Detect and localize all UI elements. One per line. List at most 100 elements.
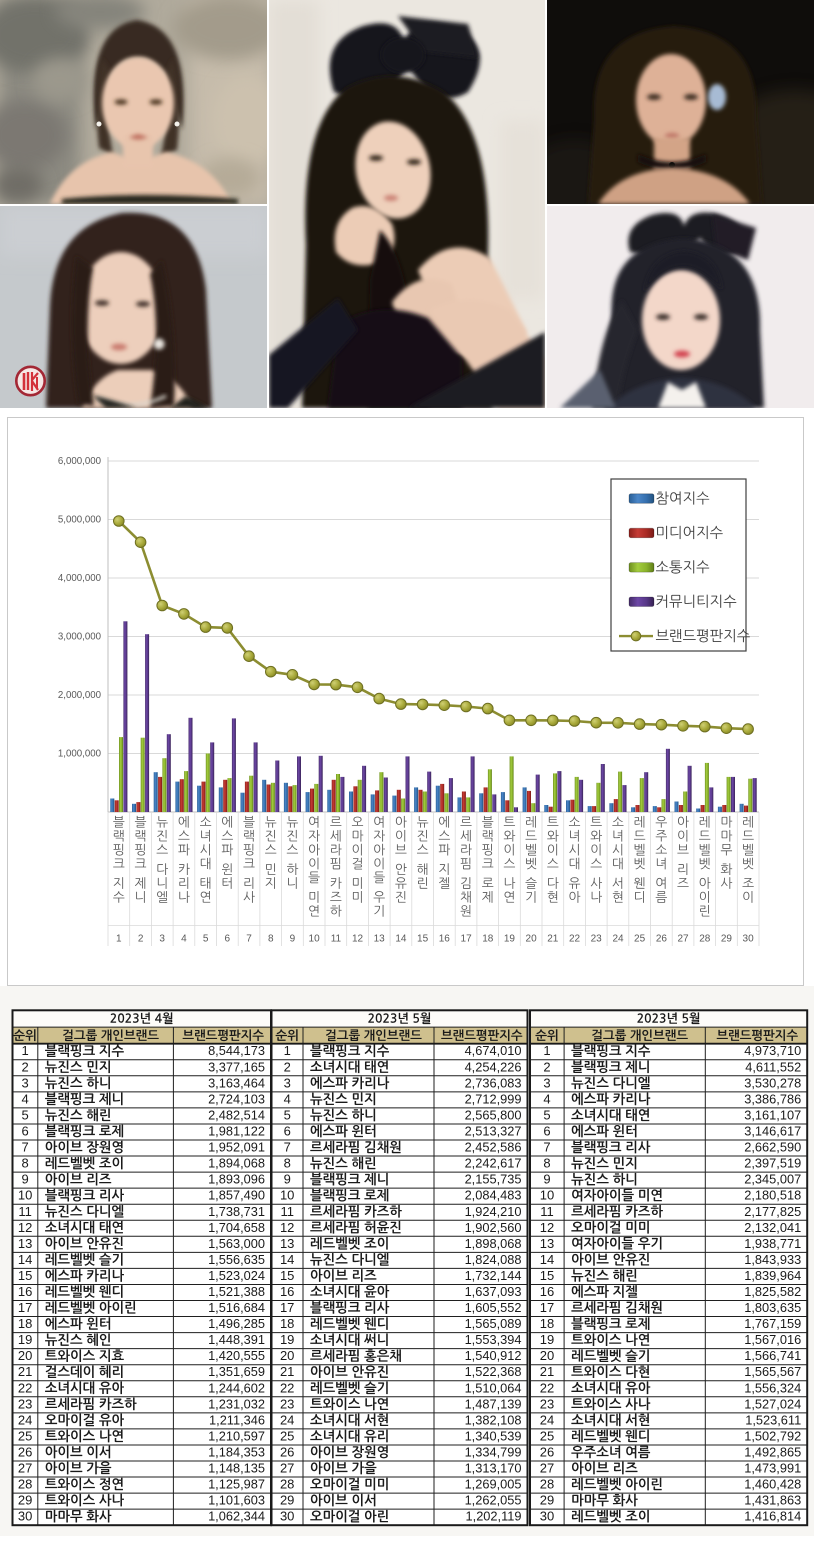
svg-text:14: 14 — [540, 1252, 554, 1267]
svg-text:9: 9 — [543, 1172, 550, 1187]
svg-text:1,496,285: 1,496,285 — [208, 1316, 265, 1331]
svg-text:22: 22 — [569, 934, 581, 945]
svg-text:1,902,560: 1,902,560 — [465, 1220, 522, 1235]
svg-text:25: 25 — [634, 934, 646, 945]
svg-text:1,473,991: 1,473,991 — [744, 1461, 801, 1476]
svg-text:1,416,814: 1,416,814 — [744, 1509, 801, 1524]
svg-text:11: 11 — [540, 1204, 554, 1219]
svg-text:25: 25 — [280, 1429, 294, 1444]
svg-text:1,101,603: 1,101,603 — [208, 1493, 265, 1508]
svg-text:8,544,173: 8,544,173 — [208, 1043, 265, 1058]
svg-text:1,502,792: 1,502,792 — [744, 1429, 801, 1444]
svg-text:6,000,000: 6,000,000 — [58, 456, 102, 467]
svg-text:19: 19 — [540, 1332, 554, 1347]
svg-text:2: 2 — [284, 1059, 291, 1074]
svg-text:12: 12 — [18, 1220, 32, 1235]
svg-text:1,262,055: 1,262,055 — [465, 1493, 522, 1508]
svg-text:1,566,741: 1,566,741 — [744, 1348, 801, 1363]
svg-text:4: 4 — [21, 1091, 28, 1106]
svg-text:7: 7 — [284, 1140, 291, 1155]
svg-text:2,397,519: 2,397,519 — [744, 1156, 801, 1171]
svg-text:25: 25 — [540, 1429, 554, 1444]
svg-text:26: 26 — [656, 934, 668, 945]
svg-text:1,938,771: 1,938,771 — [744, 1236, 801, 1251]
svg-text:24: 24 — [18, 1412, 32, 1427]
svg-text:3,530,278: 3,530,278 — [744, 1075, 801, 1090]
svg-text:3: 3 — [21, 1075, 28, 1090]
svg-text:6: 6 — [21, 1124, 28, 1139]
svg-text:29: 29 — [721, 934, 733, 945]
svg-text:1,148,135: 1,148,135 — [208, 1461, 265, 1476]
svg-text:6: 6 — [284, 1124, 291, 1139]
svg-text:23: 23 — [591, 934, 603, 945]
svg-text:2,132,041: 2,132,041 — [744, 1220, 801, 1235]
svg-text:15: 15 — [280, 1268, 294, 1283]
svg-text:4,000,000: 4,000,000 — [58, 573, 102, 584]
svg-text:22: 22 — [280, 1380, 294, 1395]
svg-text:12: 12 — [352, 934, 364, 945]
svg-text:12: 12 — [280, 1220, 294, 1235]
svg-text:1,565,567: 1,565,567 — [744, 1364, 801, 1379]
svg-text:2,736,083: 2,736,083 — [465, 1075, 522, 1090]
svg-text:2,482,514: 2,482,514 — [208, 1108, 265, 1123]
svg-text:10: 10 — [540, 1188, 554, 1203]
svg-text:1,521,388: 1,521,388 — [208, 1284, 265, 1299]
svg-text:1,420,555: 1,420,555 — [208, 1348, 265, 1363]
svg-text:25: 25 — [18, 1429, 32, 1444]
svg-text:4: 4 — [284, 1091, 291, 1106]
svg-text:2,452,586: 2,452,586 — [465, 1140, 522, 1155]
svg-text:17: 17 — [280, 1300, 294, 1315]
svg-text:3,377,165: 3,377,165 — [208, 1059, 265, 1074]
svg-text:16: 16 — [280, 1284, 294, 1299]
svg-text:4,674,010: 4,674,010 — [465, 1043, 522, 1058]
svg-text:30: 30 — [280, 1509, 294, 1524]
svg-text:1,952,091: 1,952,091 — [208, 1140, 265, 1155]
svg-text:1,340,539: 1,340,539 — [465, 1429, 522, 1444]
svg-text:1,556,635: 1,556,635 — [208, 1252, 265, 1267]
svg-text:21: 21 — [280, 1364, 294, 1379]
svg-text:2,662,590: 2,662,590 — [744, 1140, 801, 1155]
svg-text:2,084,483: 2,084,483 — [465, 1188, 522, 1203]
svg-text:7: 7 — [543, 1140, 550, 1155]
svg-text:9: 9 — [21, 1172, 28, 1187]
svg-text:1,981,122: 1,981,122 — [208, 1124, 265, 1139]
svg-text:17: 17 — [540, 1300, 554, 1315]
svg-text:6: 6 — [225, 934, 231, 945]
svg-text:20: 20 — [18, 1348, 32, 1363]
svg-text:21: 21 — [540, 1364, 554, 1379]
svg-text:14: 14 — [18, 1252, 32, 1267]
svg-text:1,351,659: 1,351,659 — [208, 1364, 265, 1379]
svg-text:1: 1 — [116, 934, 122, 945]
svg-text:1,516,684: 1,516,684 — [208, 1300, 265, 1315]
svg-text:18: 18 — [280, 1316, 294, 1331]
svg-text:1,924,210: 1,924,210 — [465, 1204, 522, 1219]
svg-text:24: 24 — [612, 934, 624, 945]
svg-text:8: 8 — [543, 1156, 550, 1171]
svg-text:9: 9 — [290, 934, 296, 945]
svg-text:17: 17 — [461, 934, 473, 945]
svg-text:1,523,024: 1,523,024 — [208, 1268, 265, 1283]
svg-text:1,563,000: 1,563,000 — [208, 1236, 265, 1251]
svg-text:2,180,518: 2,180,518 — [744, 1188, 801, 1203]
svg-text:28: 28 — [18, 1477, 32, 1492]
svg-text:2,345,007: 2,345,007 — [744, 1172, 801, 1187]
svg-text:5: 5 — [203, 934, 209, 945]
svg-text:1,704,658: 1,704,658 — [208, 1220, 265, 1235]
svg-text:1,894,068: 1,894,068 — [208, 1156, 265, 1171]
svg-text:23: 23 — [540, 1396, 554, 1411]
svg-text:13: 13 — [374, 934, 386, 945]
svg-text:23: 23 — [18, 1396, 32, 1411]
svg-text:27: 27 — [677, 934, 689, 945]
svg-text:3: 3 — [543, 1075, 550, 1090]
svg-text:29: 29 — [280, 1493, 294, 1508]
svg-text:27: 27 — [280, 1461, 294, 1476]
svg-text:13: 13 — [280, 1236, 294, 1251]
svg-text:1,184,353: 1,184,353 — [208, 1445, 265, 1460]
svg-text:1,843,933: 1,843,933 — [744, 1252, 801, 1267]
svg-text:15: 15 — [417, 934, 429, 945]
svg-text:1,313,170: 1,313,170 — [465, 1461, 522, 1476]
svg-text:1,767,159: 1,767,159 — [744, 1316, 801, 1331]
svg-text:1,448,391: 1,448,391 — [208, 1332, 265, 1347]
svg-text:2: 2 — [543, 1059, 550, 1074]
svg-text:2,712,999: 2,712,999 — [465, 1091, 522, 1106]
